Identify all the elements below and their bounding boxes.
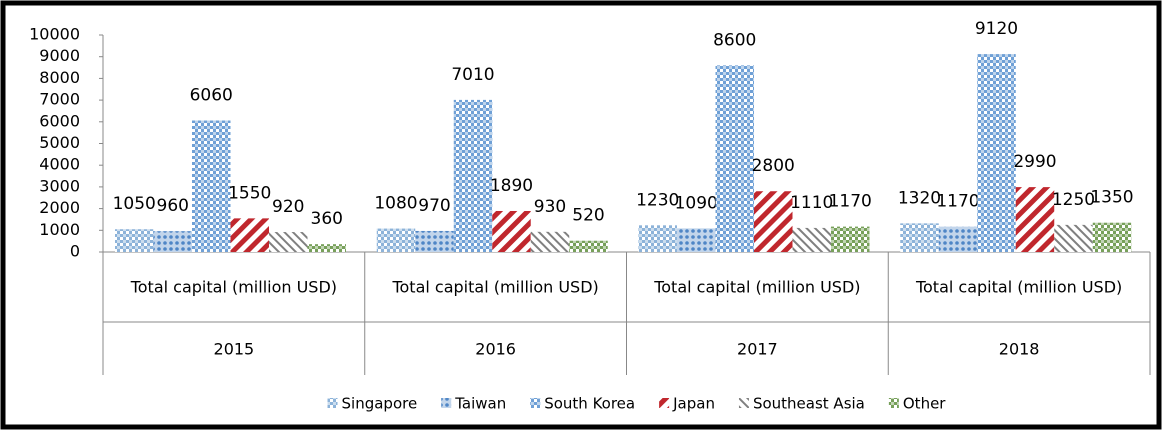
value-label: 1050	[113, 194, 156, 214]
y-tick-label: 6000	[39, 111, 80, 130]
legend-label: Other	[903, 395, 946, 413]
bar	[1015, 187, 1055, 252]
value-label: 360	[311, 209, 343, 229]
x-sublabel: Total capital (million USD)	[915, 278, 1122, 297]
y-tick-label: 1000	[39, 220, 80, 239]
value-label: 1110	[790, 193, 833, 213]
bar	[153, 231, 192, 252]
legend-label: Southeast Asia	[753, 395, 865, 413]
bar	[530, 231, 570, 252]
bar	[192, 120, 231, 252]
y-tick-label: 2000	[39, 198, 80, 217]
value-label: 8600	[713, 30, 756, 50]
value-label: 970	[418, 196, 450, 216]
x-sublabel: Total capital (million USD)	[653, 278, 860, 297]
legend-swatch	[530, 398, 541, 408]
bar	[376, 228, 416, 252]
legend-label: Singapore	[342, 395, 418, 413]
value-label: 920	[272, 197, 304, 217]
y-tick-label: 8000	[39, 68, 80, 87]
value-label: 6060	[190, 85, 233, 105]
legend-swatch	[888, 398, 899, 408]
bar	[792, 227, 831, 252]
y-tick-label: 5000	[39, 133, 80, 152]
value-label: 2800	[752, 156, 795, 176]
value-label: 1230	[636, 190, 679, 210]
bar	[492, 210, 531, 252]
value-label: 1090	[675, 193, 718, 213]
x-tick-label: 2015	[214, 340, 255, 359]
y-tick-label: 7000	[39, 90, 80, 109]
value-label: 520	[572, 206, 604, 226]
y-tick-label: 3000	[39, 176, 80, 195]
bar	[115, 229, 154, 252]
bar	[307, 244, 346, 252]
bar	[938, 226, 978, 252]
value-label: 2990	[1013, 152, 1056, 172]
legend-swatch	[738, 398, 749, 408]
value-label: 1170	[829, 192, 872, 212]
bar	[230, 218, 269, 252]
value-label: 1170	[936, 192, 979, 212]
legend-swatch	[327, 398, 338, 408]
bar	[900, 223, 939, 252]
value-label: 960	[157, 196, 189, 216]
bar	[569, 240, 608, 252]
value-label: 9120	[975, 19, 1018, 39]
x-tick-label: 2016	[475, 340, 516, 359]
y-tick-label: 10000	[29, 25, 80, 44]
bar	[754, 191, 793, 252]
y-tick-label: 4000	[39, 155, 80, 174]
value-label: 1890	[490, 176, 533, 196]
x-sublabel: Total capital (million USD)	[391, 278, 598, 297]
value-label: 930	[534, 197, 566, 217]
value-label: 1350	[1090, 188, 1133, 208]
x-tick-label: 2017	[737, 340, 778, 359]
value-label: 7010	[451, 65, 494, 85]
x-sublabel: Total capital (million USD)	[130, 278, 337, 297]
bar	[831, 226, 870, 252]
y-tick-label: 0	[70, 242, 80, 261]
bar	[415, 230, 454, 252]
bar	[638, 225, 677, 252]
bar	[269, 232, 308, 252]
legend-label: Japan	[672, 395, 715, 413]
bar	[715, 65, 754, 252]
value-label: 1320	[898, 188, 941, 208]
legend-label: Taiwan	[454, 395, 506, 413]
bar	[977, 54, 1016, 252]
value-label: 1250	[1052, 190, 1095, 210]
value-label: 1550	[228, 183, 271, 203]
bar	[1054, 224, 1093, 252]
legend-label: South Korea	[544, 395, 635, 413]
legend-swatch	[659, 398, 670, 408]
value-label: 1080	[374, 194, 417, 214]
bar	[453, 99, 493, 253]
legend-swatch	[441, 398, 452, 408]
x-tick-label: 2018	[999, 340, 1040, 359]
y-tick-label: 9000	[39, 46, 80, 65]
bar	[1092, 222, 1132, 252]
bar	[677, 228, 716, 252]
